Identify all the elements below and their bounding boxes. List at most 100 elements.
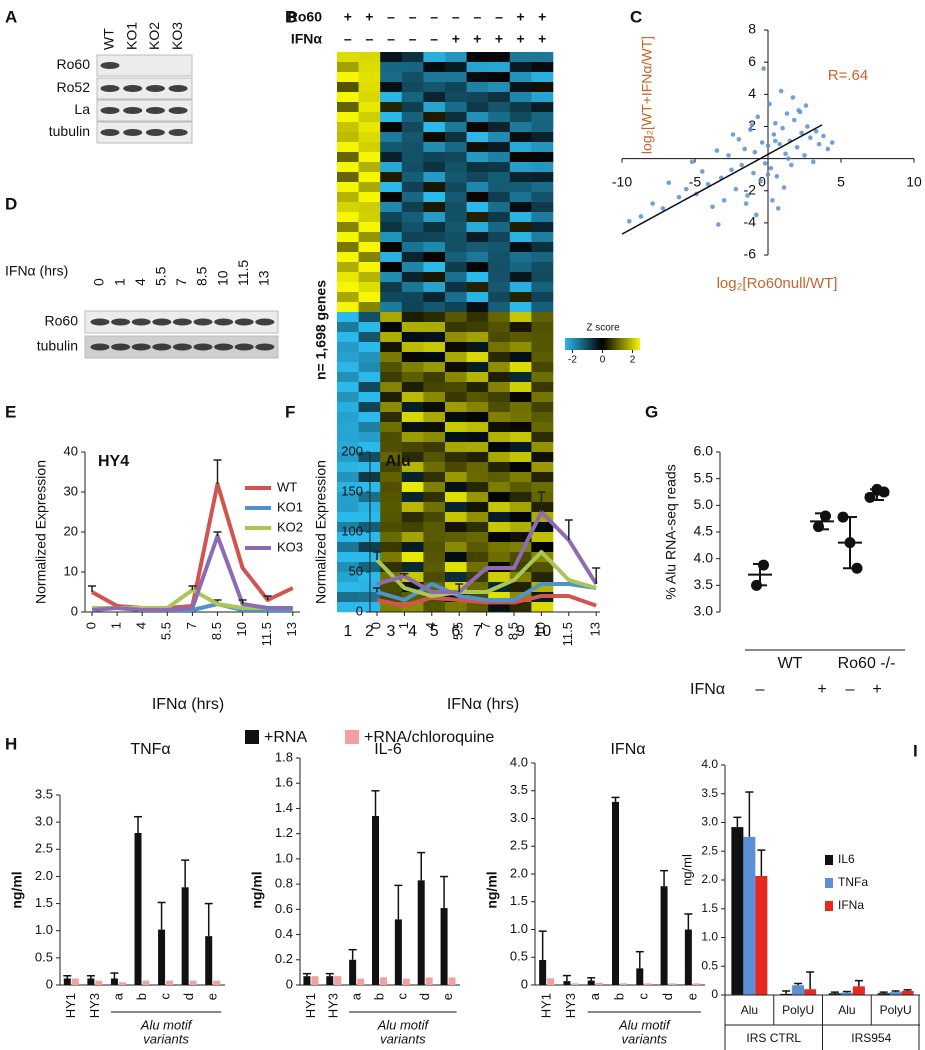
- bar: [205, 936, 213, 985]
- heatmap-cell: [337, 182, 359, 193]
- heatmap-cell: [401, 162, 424, 173]
- heatmap-cell: [337, 352, 359, 363]
- legend-label: KO3: [277, 539, 303, 554]
- heatmap-cell: [380, 472, 403, 483]
- x-tick-label: 4: [134, 622, 149, 629]
- group-label: IRS CTRL: [746, 1031, 801, 1045]
- heatmap-cell: [337, 202, 359, 213]
- treatment-label: IFNα: [690, 681, 725, 698]
- x-tick-label: 1: [396, 622, 411, 629]
- annotation-sign: +: [517, 31, 525, 47]
- y-tick-label: 0.5: [701, 958, 718, 972]
- point: [821, 133, 826, 139]
- heatmap-cell: [401, 182, 424, 193]
- heatmap-cell: [337, 542, 359, 553]
- heatmap-cell: [445, 572, 467, 583]
- column-label: 10: [533, 623, 551, 640]
- heatmap-cell: [445, 302, 467, 313]
- heatmap-cell: [466, 492, 489, 503]
- heatmap-cell: [466, 532, 489, 543]
- heatmap-cell: [466, 132, 489, 143]
- band: [145, 129, 165, 136]
- x-tick-label: 13: [588, 622, 603, 636]
- x-tick-label: c: [636, 993, 651, 1000]
- heatmap-cell: [423, 512, 446, 523]
- heatmap-cell: [380, 222, 403, 233]
- point: [751, 170, 756, 176]
- x-tick-label: d: [181, 993, 196, 1000]
- y-tick-label: 6: [748, 53, 756, 69]
- heatmap-cell: [423, 532, 446, 543]
- lane-label: 11.5: [235, 260, 251, 286]
- y-axis-label: n= 1,698 genes: [313, 280, 329, 380]
- point: [759, 140, 765, 145]
- bar: [743, 836, 756, 995]
- heatmap-cell: [445, 492, 467, 503]
- heatmap-cell: [531, 372, 554, 383]
- annotation-sign: –: [387, 9, 395, 25]
- point: [705, 182, 711, 187]
- annotation-sign: +: [365, 9, 373, 25]
- heatmap-cell: [531, 552, 554, 563]
- heatmap-cell: [509, 352, 532, 363]
- band: [145, 107, 165, 114]
- bar: [840, 992, 853, 995]
- heatmap-cell: [445, 142, 467, 153]
- heatmap-cell: [509, 432, 532, 443]
- heatmap-cell: [488, 262, 511, 273]
- point: [755, 114, 761, 120]
- heatmap-cell: [488, 192, 511, 203]
- heatmap-cell: [488, 182, 511, 193]
- heatmap-cell: [509, 512, 532, 523]
- colorbar: [565, 338, 640, 350]
- heatmap-cell: [401, 122, 424, 133]
- heatmap-cell: [509, 262, 532, 273]
- heatmap-cell: [509, 72, 532, 83]
- heatmap-cell: [466, 322, 489, 333]
- heatmap-cell: [509, 302, 532, 313]
- heatmap-cell: [423, 142, 446, 153]
- heatmap-cell: [337, 212, 359, 223]
- point: [660, 206, 666, 211]
- heatmap-cell: [423, 542, 446, 553]
- band: [100, 85, 120, 92]
- heatmap-cell: [488, 552, 511, 563]
- heatmap-cell: [445, 392, 467, 403]
- series-line: [376, 582, 597, 602]
- heatmap-cell: [337, 452, 359, 463]
- group-label: Alu motif: [377, 1017, 430, 1032]
- x-tick-label: -10: [612, 173, 632, 189]
- legend-label: WT: [277, 479, 297, 494]
- bar: [158, 929, 166, 985]
- y-tick-label: 2.0: [510, 865, 528, 880]
- heatmap-cell: [380, 92, 403, 103]
- heatmap-cell: [531, 322, 554, 333]
- band: [234, 343, 254, 351]
- heatmap-cell: [509, 602, 532, 613]
- heatmap-cell: [488, 532, 511, 543]
- legend-swatch: [245, 730, 259, 744]
- heatmap-cell: [380, 242, 403, 253]
- treatment-sign: +: [872, 681, 881, 698]
- heatmap-cell: [466, 362, 489, 373]
- heatmap-cell: [466, 602, 489, 613]
- heatmap-cell: [423, 52, 446, 63]
- heatmap-cell: [445, 432, 467, 443]
- heatmap-cell: [466, 482, 489, 493]
- bar: [213, 980, 221, 985]
- heatmap-cell: [531, 252, 554, 263]
- heatmap-cell: [445, 532, 467, 543]
- band: [90, 343, 110, 351]
- heatmap-cell: [466, 282, 489, 293]
- heatmap-cell: [488, 442, 511, 453]
- y-tick-label: 4.0: [510, 754, 528, 769]
- heatmap-cell: [380, 502, 403, 513]
- point: [745, 193, 750, 198]
- x-tick-label: c: [394, 993, 409, 1000]
- legend-label: TNFa: [838, 875, 868, 889]
- heatmap-cell: [423, 562, 446, 573]
- treatment-sign: +: [817, 681, 826, 698]
- column-label: 3: [387, 623, 396, 640]
- heatmap-cell: [445, 362, 467, 373]
- heatmap-cell: [423, 252, 446, 263]
